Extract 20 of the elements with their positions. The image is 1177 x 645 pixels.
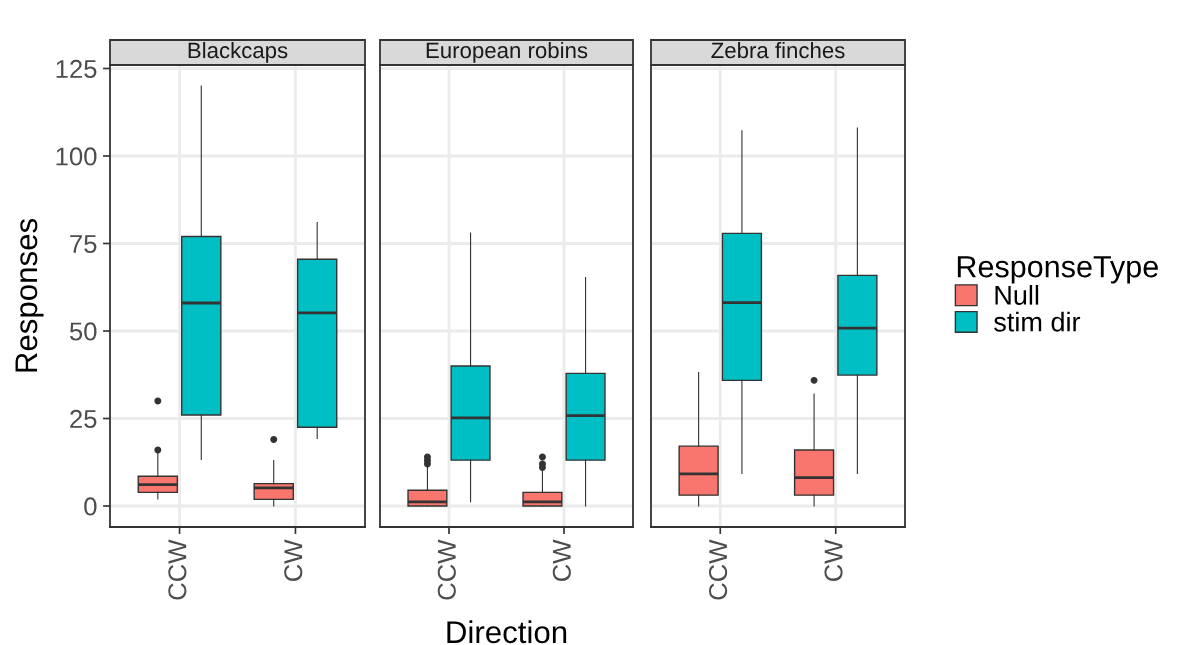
x-axis-title: Direction — [447, 620, 567, 644]
x-tick-label: CW — [552, 539, 571, 581]
x-tick-label: CW — [284, 539, 303, 581]
y-tick-label: 50 — [69, 322, 97, 341]
y-tick-label: 25 — [70, 409, 97, 429]
y-axis-title: Responses — [15, 218, 44, 372]
y-tick-label: 0 — [84, 497, 97, 516]
x-tick-label: CCW — [168, 539, 187, 600]
legend-label: Null — [995, 285, 1039, 305]
chart-title: Blackcaps — [188, 41, 288, 63]
chart-title: Zebra finches — [711, 41, 845, 59]
y-tick-label: 125 — [56, 59, 97, 79]
x-tick-label: CCW — [437, 539, 456, 600]
legend-title: ResponseType — [957, 256, 1158, 284]
chart-title: European robins — [426, 41, 588, 63]
y-tick-label: 100 — [56, 147, 97, 166]
legend-label: stim dir — [994, 311, 1081, 332]
x-tick-label: CCW — [708, 539, 728, 600]
y-tick-label: 75 — [70, 235, 97, 254]
x-tick-label: CW — [824, 539, 843, 581]
